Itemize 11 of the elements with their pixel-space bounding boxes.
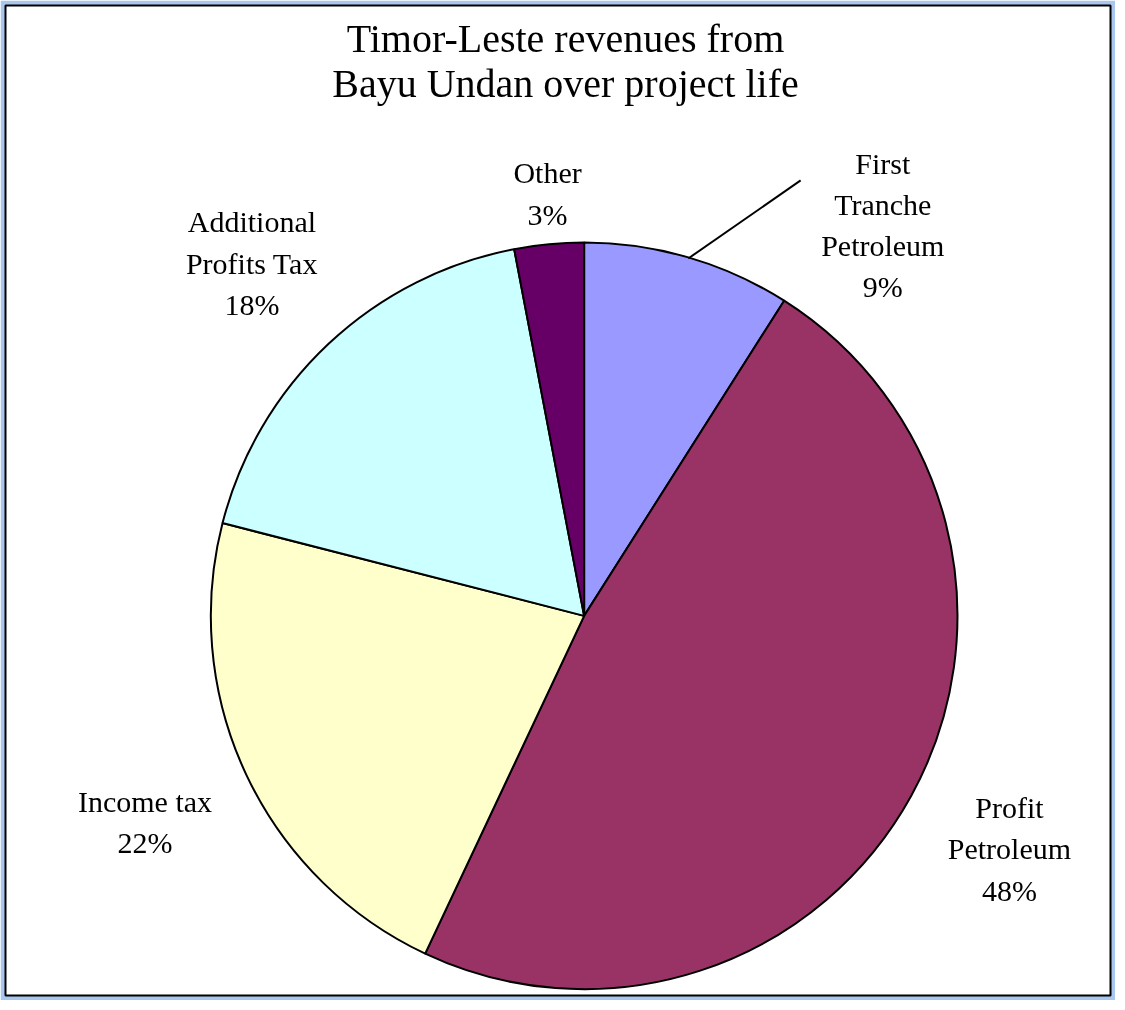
data-label: 9%	[862, 270, 903, 304]
chart-title: Timor-Leste revenues from Bayu Undan over project life	[332, 16, 799, 107]
slice-label: Other	[513, 156, 582, 190]
slice-label: Income tax	[77, 784, 213, 818]
slice-label: Additional Profits Tax	[185, 205, 318, 280]
data-label: 48%	[981, 873, 1037, 907]
slice-label: First Tranche Petroleum	[821, 146, 945, 263]
data-label: 3%	[527, 197, 568, 231]
slice-label: Profit Petroleum	[947, 791, 1072, 866]
data-label: 18%	[224, 287, 280, 321]
data-label: 22%	[117, 826, 173, 860]
